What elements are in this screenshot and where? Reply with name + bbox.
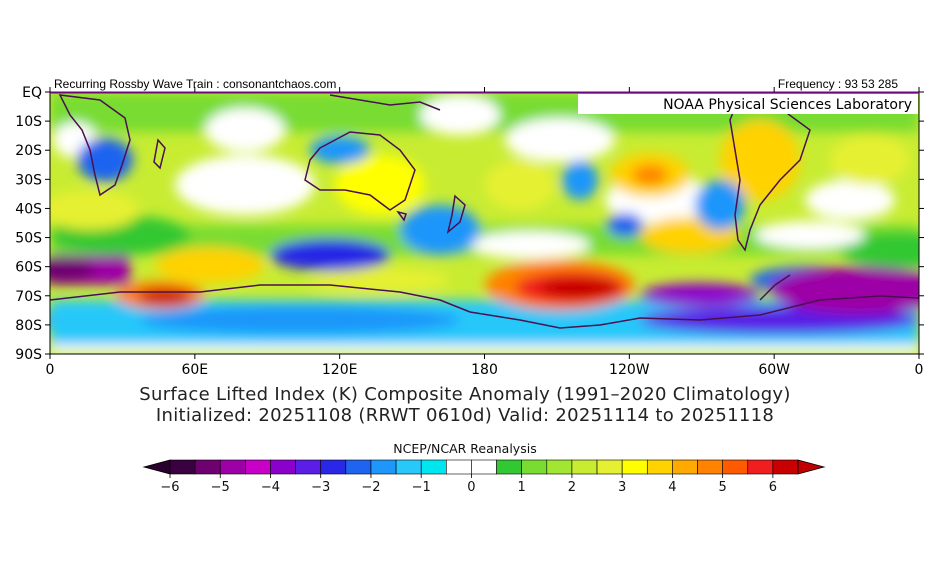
- y-tick-label: 80S: [15, 318, 42, 334]
- x-tick-label: 180: [471, 362, 498, 378]
- x-tick-label: 60E: [181, 362, 208, 378]
- x-tick-label: 0: [46, 362, 55, 378]
- y-tick-label: 50S: [15, 231, 42, 247]
- y-tick-label: 30S: [15, 172, 42, 188]
- coastlines: [50, 94, 919, 329]
- y-tick-label: 10S: [15, 114, 42, 130]
- anomaly-field: [50, 92, 919, 354]
- x-tick-label: 60W: [758, 362, 790, 378]
- colorbar-title: NCEP/NCAR Reanalysis: [393, 441, 537, 456]
- y-tick-label: 20S: [15, 143, 42, 159]
- lab-label-box: [578, 94, 918, 114]
- header-source-text: Recurring Rossby Wave Train : consonantc…: [54, 77, 337, 91]
- y-tick-label: EQ: [22, 85, 42, 101]
- x-tick-label: 120E: [322, 362, 358, 378]
- chart-title-line2: Initialized: 20251108 (RRWT 0610d) Valid…: [155, 405, 775, 426]
- lab-label: NOAA Physical Sciences Laboratory: [663, 97, 912, 113]
- y-tick-label: 70S: [15, 289, 42, 305]
- x-axis: 0 60E 120E 180 120W 60W 0: [46, 87, 924, 378]
- x-tick-label: 0: [915, 362, 924, 378]
- y-tick-label: 90S: [15, 347, 42, 363]
- header-frequency-text: Frequency : 93 53 285: [777, 77, 898, 91]
- y-tick-label: 40S: [15, 201, 42, 217]
- chart-title-line1: Surface Lifted Index (K) Composite Anoma…: [139, 384, 791, 405]
- y-tick-label: 60S: [15, 260, 42, 276]
- x-tick-label: 120W: [609, 362, 650, 378]
- y-axis: EQ 10S 20S 30S 40S 50S 60S 70S 80S 90S: [15, 85, 924, 363]
